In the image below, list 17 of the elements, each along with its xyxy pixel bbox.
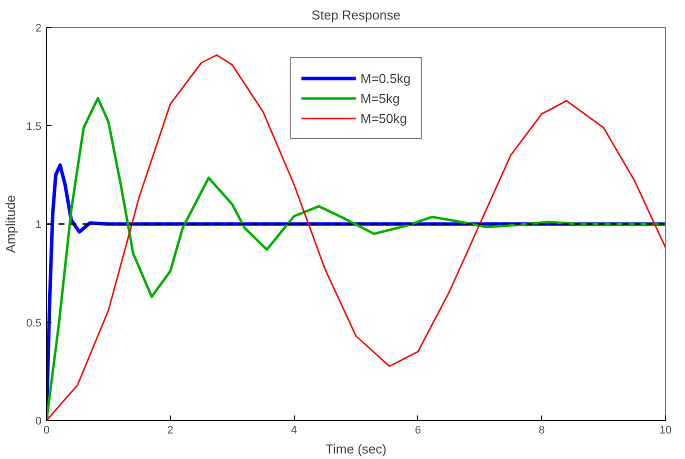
x-tick-label: 2 — [167, 424, 174, 436]
x-tick-label: 8 — [538, 424, 545, 436]
legend-label: M=50kg — [360, 110, 408, 126]
y-tick-label: 1 — [35, 219, 42, 231]
legend-label: M=0.5kg — [360, 70, 411, 86]
y-axis-title: Amplitude — [3, 195, 18, 253]
x-tick-label: 0 — [43, 424, 50, 436]
chart-title: Step Response — [312, 8, 400, 22]
x-tick-label: 4 — [291, 424, 298, 436]
legend-label: M=5kg — [360, 90, 400, 106]
y-tick-label: 1.5 — [26, 120, 42, 133]
x-axis-title: Time (sec) — [326, 442, 386, 456]
y-tick-label: 0.5 — [26, 317, 42, 330]
y-tick-label: 2 — [35, 22, 42, 34]
x-tick-label: 10 — [659, 424, 672, 436]
y-tick-label: 0 — [35, 416, 42, 428]
x-tick-label: 6 — [414, 424, 421, 436]
